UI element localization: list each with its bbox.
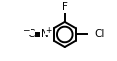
Text: F: F: [62, 2, 68, 12]
Text: +: +: [46, 26, 52, 35]
Text: N: N: [41, 29, 48, 39]
Text: C: C: [27, 29, 34, 39]
Text: −: −: [22, 26, 30, 35]
Text: Cl: Cl: [94, 29, 105, 39]
